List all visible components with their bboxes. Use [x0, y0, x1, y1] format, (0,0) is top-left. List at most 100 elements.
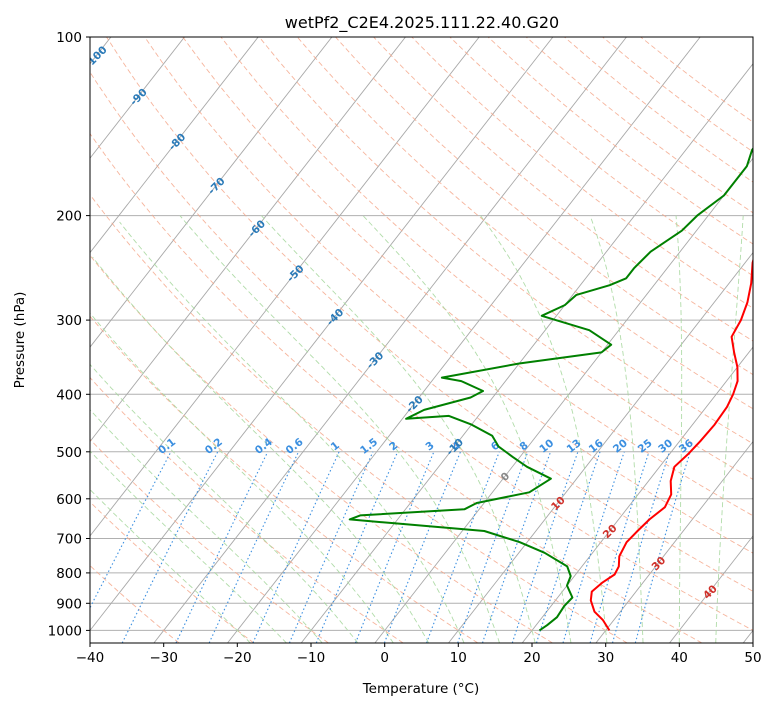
mixing-ratio-label: 30	[656, 437, 675, 455]
mixing-ratio-line	[383, 451, 462, 643]
mixing-ratio-line	[634, 451, 691, 643]
profile-series	[348, 147, 753, 632]
dry-adiabat-line	[90, 193, 628, 643]
isotherm-line	[90, 37, 406, 443]
mixing-ratio-line	[511, 451, 579, 643]
chart-title: wetPf2_C2E4.2025.111.22.40.G20	[285, 13, 559, 33]
x-tick-label: −20	[223, 650, 252, 666]
isotherm-line	[90, 37, 259, 254]
moist-adiabat-line	[90, 312, 394, 643]
isotherm-line	[90, 37, 480, 537]
y-tick-label: 400	[56, 387, 82, 403]
mixing-ratio-line	[175, 451, 269, 643]
isotherm-line	[90, 37, 554, 632]
mixing-ratio-line	[562, 451, 625, 643]
isotherm-line	[227, 37, 701, 643]
moist-adiabat-line	[715, 215, 744, 643]
y-tick-label: 900	[56, 596, 82, 612]
mixing-ratio-line	[457, 451, 529, 643]
mixing-ratio-line	[90, 451, 172, 609]
x-tick-label: −40	[76, 650, 105, 666]
x-tick-label: 0	[380, 650, 389, 666]
dry-adiabat-line	[182, 37, 753, 517]
mixing-ratio-line	[535, 451, 601, 643]
x-tick-label: 20	[523, 650, 540, 666]
isotherm-line	[742, 629, 753, 643]
mixing-ratio-label: 0.6	[284, 436, 306, 457]
plot-frame	[89, 36, 754, 644]
dry-adiabat-line	[335, 37, 753, 376]
moist-adiabat-line	[90, 450, 287, 643]
isotherm-line	[669, 535, 753, 643]
mixing-ratio-label: 36	[677, 437, 696, 455]
dry-adiabat-line	[525, 37, 753, 214]
x-tick-label: 10	[450, 650, 467, 666]
dry-adiabat-line	[90, 376, 404, 643]
isotherm-line	[90, 37, 185, 159]
y-tick-label: 200	[56, 209, 82, 225]
y-tick-label: 1000	[48, 623, 82, 639]
mixing-ratio-label: 16	[587, 437, 606, 455]
x-tick-label: −10	[297, 650, 326, 666]
dry-adiabat-line	[640, 37, 753, 123]
x-axis-label: Temperature (°C)	[362, 681, 480, 697]
dry-adiabat-line	[106, 37, 753, 592]
dry-adiabat-line	[602, 37, 753, 153]
dry-adiabat-line	[144, 37, 753, 554]
dewpoint-profile-line	[348, 147, 753, 632]
x-tick-label: 50	[744, 650, 761, 666]
mixing-ratio-line	[426, 451, 500, 643]
y-tick-label: 100	[56, 30, 82, 46]
x-tick-label: 30	[597, 650, 614, 666]
moist-adiabat-line	[90, 488, 251, 643]
y-tick-label: 800	[56, 566, 82, 582]
isotherm-line	[595, 440, 753, 643]
mixing-ratio-line	[611, 451, 671, 643]
mixing-ratio-label: 0.1	[156, 436, 178, 457]
mixing-ratio-line	[589, 451, 650, 643]
moist-adiabat-line	[589, 215, 644, 643]
mixing-ratio-line	[354, 451, 435, 643]
y-tick-label: 700	[56, 532, 82, 548]
mixing-ratio-line	[288, 451, 374, 643]
dry-adiabat-label: -100	[83, 44, 110, 71]
moist-adiabat-line	[119, 221, 465, 643]
moist-adiabat-line	[362, 215, 572, 643]
mixing-ratio-line	[121, 451, 219, 643]
dry-adiabat-line	[220, 37, 753, 480]
temperature-profile-line	[589, 257, 753, 631]
dry-adiabat-line	[296, 37, 753, 410]
y-tick-label: 300	[56, 313, 82, 329]
isotherm-line	[90, 37, 333, 348]
isotherm-line	[374, 157, 753, 643]
isotherm-line	[153, 37, 627, 643]
mixing-ratio-line	[315, 451, 399, 643]
dry-adiabat-line	[90, 501, 254, 643]
y-tick-label: 500	[56, 445, 82, 461]
y-tick-label: 600	[56, 492, 82, 508]
x-tick-label: 40	[671, 650, 688, 666]
dry-adiabat-line	[449, 37, 753, 277]
mixing-ratio-label: 25	[636, 437, 655, 455]
mixing-ratio-label: 0.4	[253, 436, 275, 457]
dry-adiabat-line	[564, 37, 753, 183]
moist-adiabat-line	[675, 215, 683, 643]
moist-adiabat-line	[90, 363, 359, 643]
dry-adiabat-line	[90, 315, 479, 643]
dry-adiabat-line	[90, 254, 553, 643]
dry-adiabat-line	[90, 71, 753, 631]
isotherm-line	[521, 346, 753, 643]
mixing-ratio-label: 0.2	[203, 436, 225, 457]
dry-adiabat-line	[90, 564, 180, 643]
dry-adiabat-line	[90, 132, 703, 643]
mixing-ratio-label: 1.5	[358, 436, 380, 457]
moist-adiabat-line	[90, 409, 323, 643]
x-tick-label: −30	[149, 650, 178, 666]
moist-adiabat-line	[179, 215, 501, 643]
mixing-ratio-line	[252, 451, 340, 643]
mixing-ratio-label: 10	[537, 437, 556, 455]
dry-adiabat-line	[373, 37, 753, 342]
moist-adiabat-line	[480, 215, 608, 643]
background-lines	[90, 37, 753, 643]
